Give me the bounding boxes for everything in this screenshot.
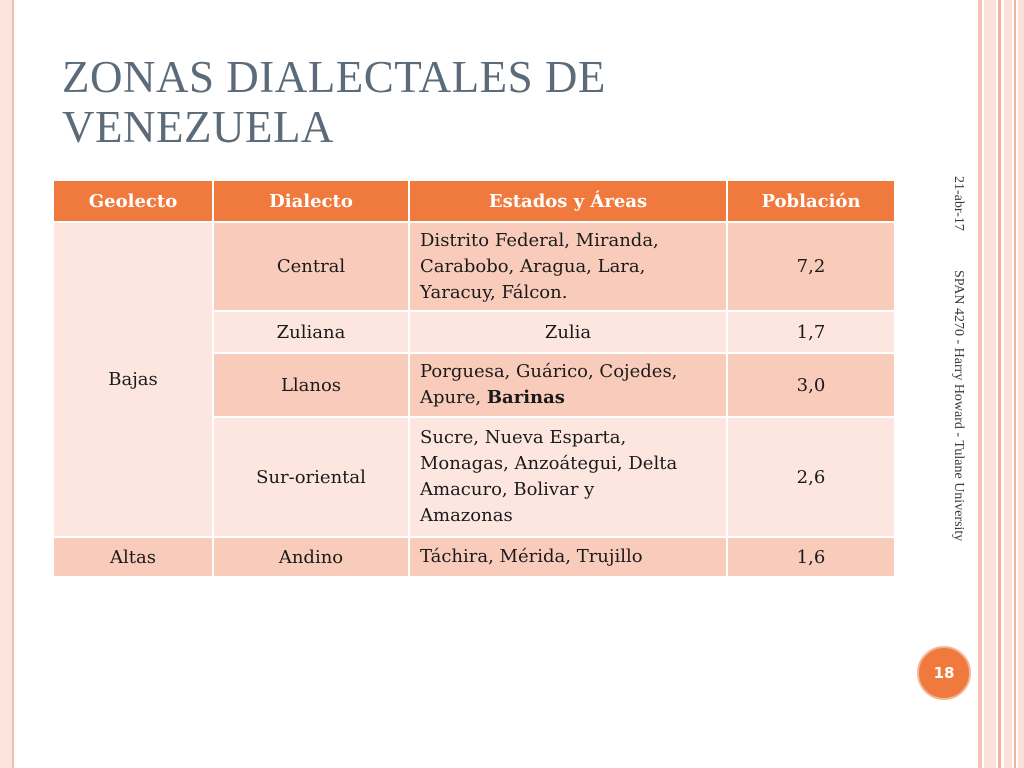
estados-line: Carabobo, Aragua, Lara, [420,255,646,277]
poblacion-cell: 7,2 [726,221,896,312]
page-number-badge: 18 [917,646,971,700]
right-stripes-decoration [978,0,1024,768]
estados-cell: Táchira, Mérida, Trujillo [408,536,728,578]
estados-line: Amacuro, Bolivar y [420,479,595,500]
table-row: Bajas Central Distrito Federal, Miranda,… [52,221,896,538]
estados-line: Apure, [420,387,487,408]
geolecto-cell: Altas [52,536,214,578]
left-border-decoration [0,0,14,768]
slide-footer: SPAN 4270 - Harry Howard - Tulane Univer… [951,270,966,542]
estados-line: Sucre, Nueva Esparta, [420,427,627,448]
table-row: Llanos Porguesa, Guárico, Cojedes, Apure… [53,352,896,418]
dialecto-cell: Sur-oriental [212,416,410,538]
dialecto-cell: Andino [212,536,410,578]
estados-cell: Distrito Federal, Miranda, Carabobo, Ara… [408,221,728,312]
poblacion-cell: 2,6 [726,416,896,538]
estados-line: Distrito Federal, Miranda, [420,229,659,251]
table-row: Altas Andino Táchira, Mérida, Trujillo 1… [52,536,896,578]
estados-cell: Zulia [408,310,728,354]
title-line-1: ZONAS DIALECTALES DE [62,52,606,102]
estados-cell: Porguesa, Guárico, Cojedes, Apure, Barin… [408,352,728,418]
dialecto-cell: Llanos [212,352,410,418]
slide-date: 21-abr-17 [951,176,966,231]
estados-line: Monagas, Anzoátegui, Delta [420,453,678,474]
header-estados: Estados y Áreas [408,179,728,223]
slide-title: ZONAS DIALECTALES DE VENEZUELA [62,52,882,152]
poblacion-cell: 1,7 [726,310,896,354]
table-row: Sur-oriental Sucre, Nueva Esparta, Monag… [53,416,896,538]
header-poblacion: Población [726,179,896,223]
estados-line: Amazonas [420,505,513,526]
poblacion-cell: 1,6 [726,536,896,578]
estados-cell: Sucre, Nueva Esparta, Monagas, Anzoátegu… [408,416,728,538]
header-dialecto: Dialecto [212,179,410,223]
header-geolecto: Geolecto [52,179,214,223]
geolecto-cell: Bajas [52,221,214,538]
title-line-2: VENEZUELA [62,102,334,152]
table-row: Zuliana Zulia 1,7 [53,310,896,354]
estados-line: Yaracuy, Fálcon. [420,281,568,303]
estados-bold-text: Barinas [486,387,565,408]
estados-line: Porguesa, Guárico, Cojedes, [420,361,678,382]
table-header-row: Geolecto Dialecto Estados y Áreas Poblac… [52,179,896,223]
poblacion-cell: 3,0 [726,352,896,418]
dialecto-cell: Zuliana [212,310,410,354]
dialect-table: Geolecto Dialecto Estados y Áreas Poblac… [52,179,896,578]
dialecto-cell: Central [212,221,410,312]
